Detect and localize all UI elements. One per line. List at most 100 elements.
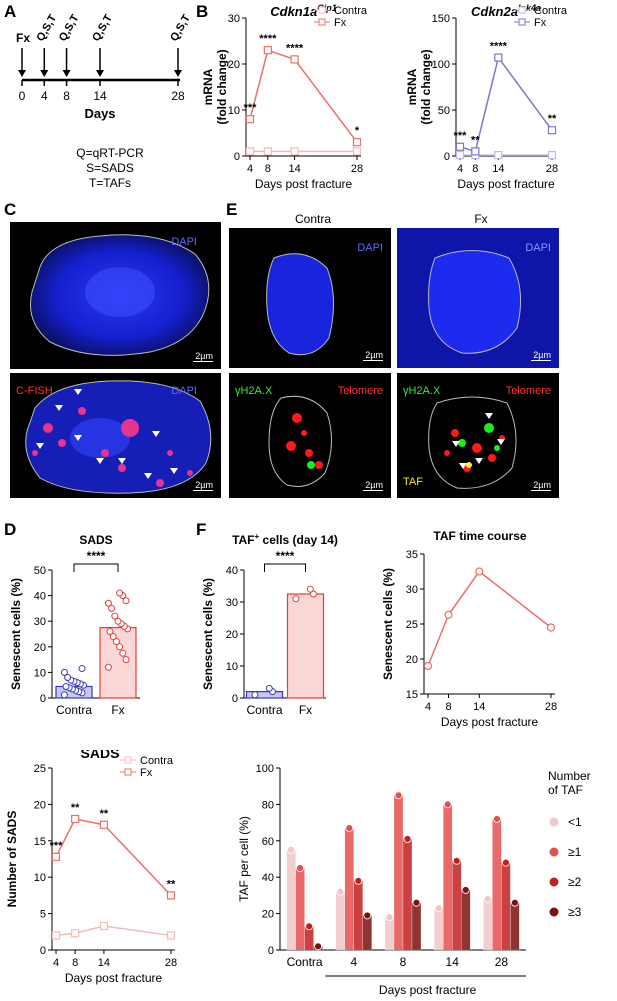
x-tick-label: 4	[425, 701, 431, 713]
x-tick-label: 28	[545, 701, 557, 713]
chart-title: TAF time course	[433, 529, 526, 543]
y-tick-label: 5	[40, 909, 46, 921]
scalebar-e4	[531, 490, 551, 491]
scalebar-e1	[363, 360, 383, 361]
data-point	[122, 597, 130, 605]
taf-label: TAF	[403, 476, 423, 488]
data-point	[60, 691, 68, 699]
y-axis-label: Senescent cells (%)	[9, 578, 23, 690]
data-point	[166, 931, 176, 940]
bar	[402, 838, 413, 951]
timeline-event-arrowhead	[40, 70, 49, 77]
significance-mark: ****	[259, 33, 277, 45]
chart-sads-percent: 0 10 20 30 40 50 SADS Senescent cells (%) Contra…	[9, 533, 140, 717]
panel-label-b: B	[196, 2, 209, 21]
data-point	[119, 649, 127, 657]
y-axis-label: Senescent cells (%)	[381, 568, 395, 680]
data-point	[305, 922, 313, 931]
y-tick-label: 0	[234, 151, 240, 163]
legend-marker	[318, 6, 326, 14]
data-point	[475, 567, 484, 576]
data-point	[483, 895, 492, 903]
y-axis-label: Senescent cells (%)	[201, 578, 215, 690]
bar	[286, 593, 325, 699]
x-axis-label: Days post fracture	[441, 715, 539, 729]
data-point	[492, 815, 501, 823]
significance-mark: ***	[454, 130, 468, 142]
y-tick-label: 20	[262, 909, 274, 921]
y-tick-label: 20	[226, 629, 238, 641]
data-point	[263, 147, 272, 156]
chart-cdkn1a: 0 10 20 30 4 8 14 28 Days post fracture mRNA(fold…	[201, 4, 368, 191]
chart-cdkn2a: 0 50 100 150 4 8 14 28 Days post fracture mRNA(fo…	[406, 4, 568, 191]
nucleus-contra-telomere	[268, 395, 332, 487]
y-tick-label: 0	[232, 693, 238, 705]
x-tick-label: 4	[350, 955, 357, 969]
legend-marker	[548, 876, 560, 888]
data-point	[452, 856, 461, 865]
panel-label-c: C	[4, 200, 17, 219]
data-point	[104, 599, 112, 607]
chart-title-main: Cdkn2a	[471, 4, 518, 19]
y-tick-label: 100	[432, 59, 450, 71]
significance-mark: ***	[244, 102, 258, 114]
bar	[245, 691, 284, 699]
telomere-label-1: Telomere	[337, 385, 383, 397]
data-point	[71, 929, 80, 938]
data-point	[443, 800, 452, 809]
data-point	[71, 814, 80, 824]
bar	[295, 867, 305, 951]
panel-label-d: D	[4, 520, 17, 539]
legend-title: Number of TAF	[548, 769, 591, 797]
y-tick-label: 10	[34, 872, 46, 884]
y-tick-label: 20	[406, 654, 418, 666]
y-tick-label: 10	[34, 667, 46, 679]
significance-mark: **	[471, 134, 480, 146]
bar	[452, 860, 462, 951]
timeline-start-label: Fx	[16, 31, 30, 45]
series-line	[427, 570, 552, 667]
data-point	[60, 668, 68, 676]
y-tick-label: 40	[226, 565, 238, 577]
timeline-event-arrowhead	[96, 70, 104, 77]
legend-label: Contra	[334, 5, 368, 17]
legend-marker	[548, 906, 560, 918]
data-point	[108, 604, 116, 612]
x-tick-label: 8	[72, 957, 78, 969]
data-point	[547, 150, 557, 160]
data-point	[64, 674, 72, 682]
data-point	[385, 913, 394, 922]
bar	[501, 862, 511, 951]
scalebar-label-e4: 2µm	[533, 480, 551, 490]
scalebar-e3	[363, 490, 383, 491]
data-point	[306, 585, 314, 593]
x-tick-label: Contra	[246, 703, 282, 717]
micrograph-fx-dapi: DAPI 2µm	[397, 228, 559, 368]
legend-title-line: Number	[548, 769, 591, 783]
y-tick-label: 50	[438, 105, 450, 117]
legend-label: ≥3	[568, 905, 582, 919]
chart-title: Cdkn2aInk4a	[471, 4, 541, 19]
y-tick-label: 30	[406, 584, 418, 596]
x-tick-label: 28	[351, 163, 363, 175]
data-point	[444, 610, 453, 620]
scalebar-label-e1: 2µm	[365, 350, 383, 360]
significance-mark: *	[355, 125, 360, 137]
legend-marker	[124, 756, 132, 764]
data-point	[423, 661, 433, 671]
timeline-event-label: Q,S,T	[90, 12, 115, 43]
y-tick-label: 15	[34, 836, 46, 848]
y-tick-label: 0	[268, 945, 274, 957]
data-point	[494, 53, 503, 62]
data-point	[245, 147, 255, 156]
bar	[483, 898, 493, 951]
y-tick-label: 0	[40, 945, 46, 957]
data-point	[245, 115, 255, 124]
scalebar-2	[193, 490, 213, 491]
gh2ax-label-1: γH2A.X	[235, 385, 273, 397]
y-axis-label: TAF per cell (%)	[237, 816, 251, 902]
timeline-start-arrowhead	[18, 70, 26, 77]
timeline-axis-label: Days	[84, 106, 115, 121]
x-axis-label: Days post fracture	[457, 177, 555, 191]
